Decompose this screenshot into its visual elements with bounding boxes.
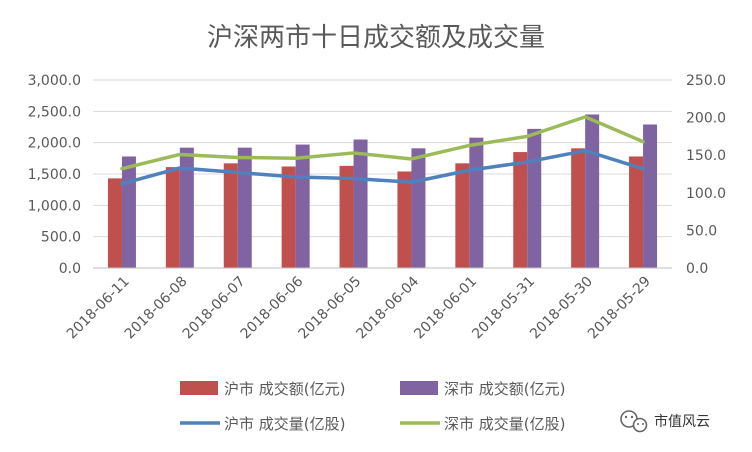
- y-right-tick-label: 50.0: [686, 223, 717, 239]
- bar-sz-amount: [353, 139, 368, 268]
- bar-sz-amount: [643, 124, 658, 268]
- watermark-text: 市值风云: [654, 413, 710, 430]
- y-left-tick-label: 1,500.0: [28, 167, 81, 183]
- line-series: [120, 115, 645, 186]
- bar-sh-amount: [223, 163, 238, 268]
- bar-sz-amount: [527, 128, 542, 268]
- bar-sz-amount: [585, 114, 600, 268]
- bar-sz-amount: [411, 148, 426, 268]
- y-left-tick-label: 0.0: [59, 261, 81, 277]
- y-right-tick-label: 100.0: [686, 186, 726, 202]
- legend: 沪市 成交额(亿元) 深市 成交额(亿元) 沪市 成交量(亿股) 深市 成交量(亿股): [180, 380, 565, 433]
- wechat-icon: [620, 410, 648, 433]
- bar-series: [107, 114, 658, 268]
- bar-sh-amount: [107, 178, 122, 268]
- legend-label: 沪市 成交额(亿元): [224, 380, 345, 398]
- bar-sh-amount: [629, 156, 644, 268]
- y-right-tick-label: 150.0: [686, 148, 726, 164]
- bar-sh-amount: [571, 148, 586, 268]
- legend-swatch: [400, 381, 438, 395]
- bar-sz-amount: [469, 137, 484, 268]
- bar-sh-amount: [455, 163, 470, 268]
- bar-sh-amount: [513, 152, 528, 268]
- y-left-tick-label: 2,000.0: [28, 136, 81, 152]
- y-left-tick-label: 500.0: [41, 230, 81, 246]
- bar-sz-amount: [237, 147, 252, 268]
- chart-title: 沪深两市十日成交额及成交量: [207, 23, 545, 53]
- y-right-tick-label: 250.0: [686, 73, 726, 89]
- legend-label: 深市 成交额(亿元): [444, 380, 565, 398]
- bar-sh-amount: [397, 171, 412, 268]
- bar-sz-amount: [295, 144, 310, 268]
- bar-sz-amount: [179, 147, 194, 268]
- y-left-tick-label: 2,500.0: [28, 104, 81, 120]
- line-sz-volume: [120, 115, 645, 171]
- bar-sh-amount: [339, 165, 354, 268]
- bar-sz-amount: [121, 156, 136, 268]
- y-left-tick-label: 3,000.0: [28, 73, 81, 89]
- watermark: 市值风云: [620, 410, 710, 433]
- y-right-tick-label: 0.0: [686, 261, 708, 277]
- bar-sh-amount: [165, 167, 180, 268]
- legend-label: 沪市 成交量(亿股): [224, 415, 345, 433]
- legend-label: 深市 成交量(亿股): [444, 415, 565, 433]
- bar-sh-amount: [281, 166, 296, 268]
- line-sh-volume: [120, 148, 645, 186]
- y-right-tick-label: 200.0: [686, 111, 726, 127]
- x-tick-label: 2018-05-29: [585, 274, 654, 343]
- y-left-tick-label: 1,000.0: [28, 198, 81, 214]
- legend-swatch: [180, 381, 218, 395]
